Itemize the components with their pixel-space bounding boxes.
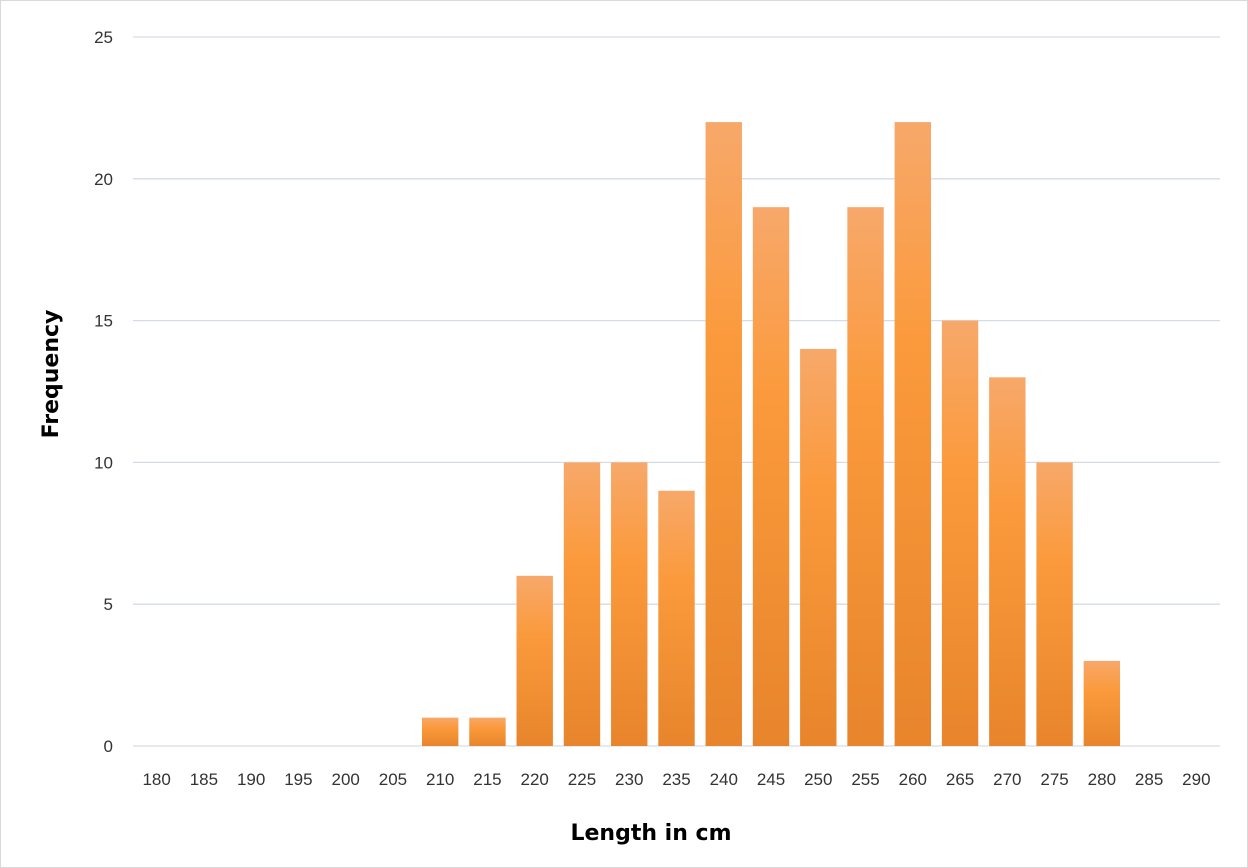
x-tick-label: 215 bbox=[473, 770, 501, 789]
x-tick-label: 290 bbox=[1182, 770, 1210, 789]
x-tick-label: 275 bbox=[1040, 770, 1068, 789]
bar-245 bbox=[752, 207, 790, 746]
x-tick-label: 265 bbox=[946, 770, 974, 789]
x-tick-label: 270 bbox=[993, 770, 1021, 789]
y-tick-label: 25 bbox=[94, 28, 113, 47]
y-tick-label: 15 bbox=[94, 312, 113, 331]
bar-210 bbox=[422, 717, 459, 746]
y-tick-label: 0 bbox=[104, 737, 113, 756]
x-tick-label: 190 bbox=[237, 770, 265, 789]
bar-215 bbox=[469, 717, 506, 746]
bar-275 bbox=[1036, 462, 1073, 746]
y-axis-ticks: 0 5 10 15 20 25 bbox=[94, 28, 113, 756]
bar-250 bbox=[800, 348, 837, 746]
bar-240 bbox=[705, 122, 742, 746]
x-tick-label: 210 bbox=[426, 770, 454, 789]
bar-280 bbox=[1083, 660, 1121, 746]
bar-255 bbox=[847, 207, 884, 746]
y-axis-title: Frequency bbox=[39, 310, 64, 439]
bar-230 bbox=[611, 462, 648, 746]
x-tick-label: 180 bbox=[142, 770, 170, 789]
x-tick-label: 250 bbox=[804, 770, 832, 789]
x-axis-title: Length in cm bbox=[570, 821, 731, 846]
x-tick-label: 220 bbox=[521, 770, 549, 789]
x-tick-label: 205 bbox=[379, 770, 407, 789]
bar-235 bbox=[658, 490, 695, 746]
x-tick-label: 185 bbox=[190, 770, 218, 789]
bar-260 bbox=[894, 122, 931, 746]
y-tick-label: 20 bbox=[94, 170, 113, 189]
bars bbox=[422, 122, 1121, 746]
x-tick-label: 280 bbox=[1088, 770, 1116, 789]
bar-225 bbox=[563, 462, 601, 746]
y-tick-label: 5 bbox=[104, 595, 113, 614]
x-tick-label: 200 bbox=[331, 770, 359, 789]
x-tick-label: 245 bbox=[757, 770, 785, 789]
x-tick-label: 235 bbox=[662, 770, 690, 789]
x-tick-label: 255 bbox=[851, 770, 879, 789]
x-tick-label: 225 bbox=[568, 770, 596, 789]
x-axis-ticks: 180 185 190 195 200 205 210 215 220 225 230 235 240 2… bbox=[142, 770, 1210, 789]
bar-265 bbox=[941, 320, 979, 746]
bar-270 bbox=[989, 377, 1026, 746]
x-tick-label: 240 bbox=[710, 770, 738, 789]
bar-220 bbox=[516, 575, 553, 746]
x-tick-label: 260 bbox=[899, 770, 927, 789]
x-tick-label: 230 bbox=[615, 770, 643, 789]
x-tick-label: 285 bbox=[1135, 770, 1163, 789]
x-tick-label: 195 bbox=[284, 770, 312, 789]
y-tick-label: 10 bbox=[94, 453, 113, 472]
